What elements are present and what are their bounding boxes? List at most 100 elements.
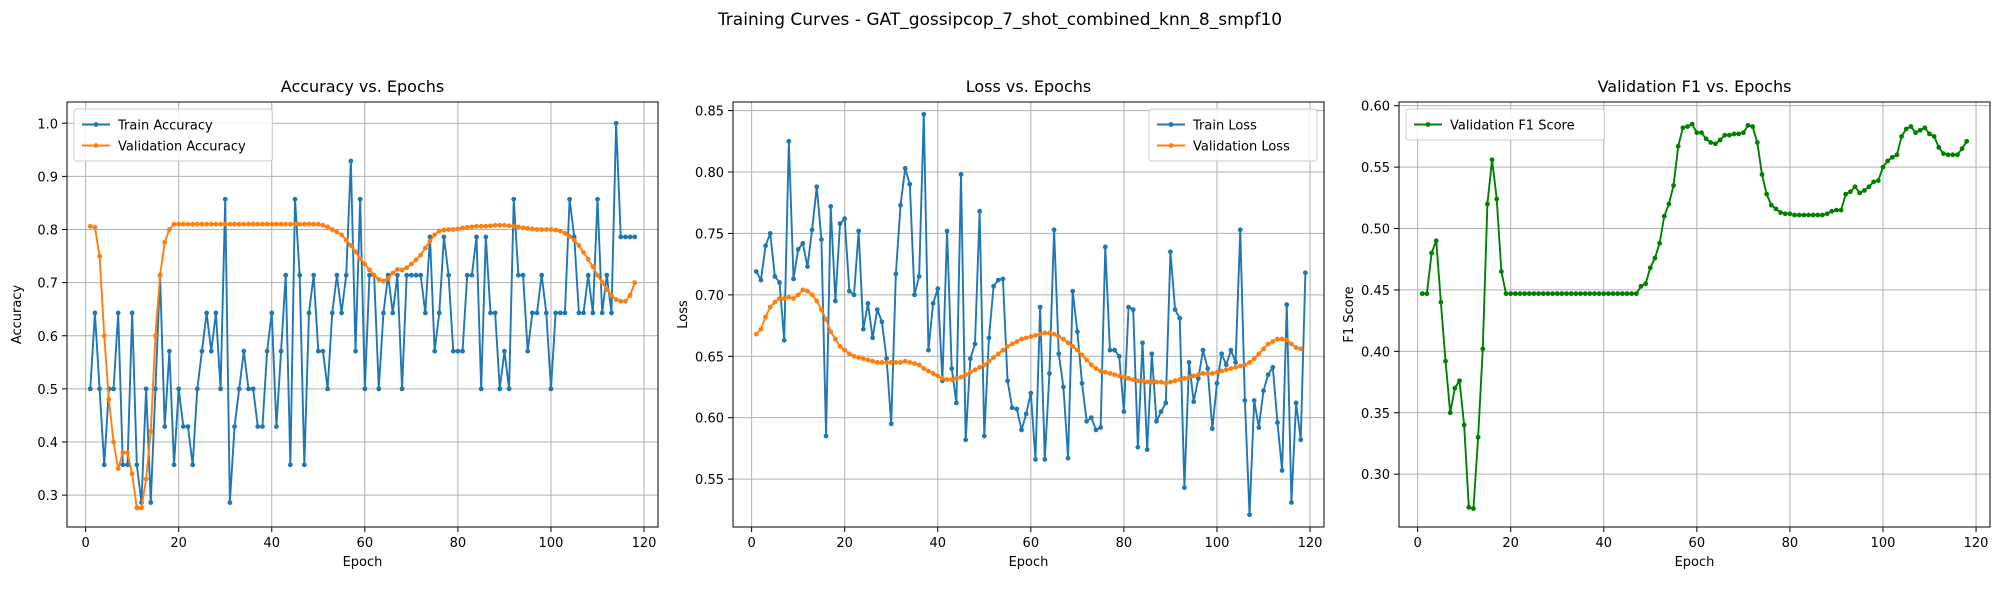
data-point [1587,291,1593,297]
x-axis-label: Epoch [1009,555,1049,570]
data-point [301,221,307,227]
data-point [120,462,126,468]
data-point [246,221,251,227]
data-point [139,500,144,505]
data-point [1242,362,1248,368]
data-point [1112,372,1117,378]
data-point [1568,291,1574,297]
data-point [1778,210,1783,215]
legend-label: Validation Loss [1193,140,1290,155]
data-point [255,221,261,227]
data-point [1047,330,1052,336]
data-point [269,310,275,316]
data-point [1652,255,1658,261]
data-point [1186,360,1192,365]
data-point [446,227,451,232]
data-point [1223,362,1229,368]
legend-label: Validation F1 Score [1450,119,1575,134]
data-point [106,386,112,392]
data-point [1536,291,1542,297]
x-tick-label: 20 [170,536,187,551]
data-point [460,348,465,354]
data-point [837,221,843,227]
data-point [1279,336,1285,342]
data-point [194,386,200,392]
data-point [246,386,251,392]
data-point [907,181,913,187]
data-point [292,196,298,202]
data-point [1298,437,1304,443]
legend-label: Train Accuracy [117,119,213,134]
data-point [1126,375,1131,381]
data-point [111,386,116,392]
data-point [1209,426,1215,432]
data-point [204,310,210,316]
data-point [856,355,862,360]
y-tick-label: 0.60 [695,412,724,427]
data-point [1824,211,1830,217]
data-point [1261,346,1266,352]
data-point [260,424,265,429]
y-tick-label: 0.70 [695,289,724,304]
data-point [534,310,540,316]
y-tick-label: 0.4 [37,436,58,451]
data-point [567,196,572,202]
y-tick-label: 0.85 [695,105,724,120]
data-point [1158,409,1164,414]
data-point [162,424,168,429]
data-point [832,336,838,342]
data-point [767,231,773,236]
data-point [1894,152,1900,158]
data-point [129,471,135,477]
data-point [1545,291,1551,297]
data-point [1140,340,1145,346]
data-point [581,249,586,255]
data-point [157,272,163,278]
series-line-0 [755,113,1307,516]
data-point [474,223,479,229]
data-point [851,292,857,298]
data-point [436,228,442,234]
data-point [115,466,121,471]
data-point [1489,157,1495,163]
data-point [930,371,936,376]
data-point [287,221,293,227]
axes-frame [732,101,1325,528]
data-point [232,221,237,227]
data-point [320,348,326,354]
data-point [921,111,927,117]
data-point [991,283,996,289]
data-point [1727,132,1732,138]
data-point [1466,504,1472,510]
data-point [553,310,559,316]
data-point [1074,329,1080,335]
data-point [446,272,451,278]
data-point [548,227,554,232]
data-point [232,424,237,429]
data-point [1000,276,1006,282]
data-point [334,272,340,278]
data-point [190,462,196,468]
data-point [339,232,344,238]
data-point [1913,130,1918,136]
data-point [176,221,182,227]
data-point [819,237,824,242]
data-point [1270,364,1276,370]
data-point [241,348,247,354]
data-point [1554,291,1560,297]
data-point [842,216,848,222]
data-point [483,234,489,240]
data-point [1745,122,1751,128]
data-point [595,272,600,278]
data-point [1074,347,1080,353]
x-tick-label: 0 [747,536,755,551]
data-point [1265,372,1271,378]
data-point [534,227,540,232]
data-point [478,386,484,392]
data-point [1834,207,1839,213]
data-point [399,386,405,392]
data-point [371,272,377,278]
data-point [292,221,298,227]
data-point [860,356,866,362]
